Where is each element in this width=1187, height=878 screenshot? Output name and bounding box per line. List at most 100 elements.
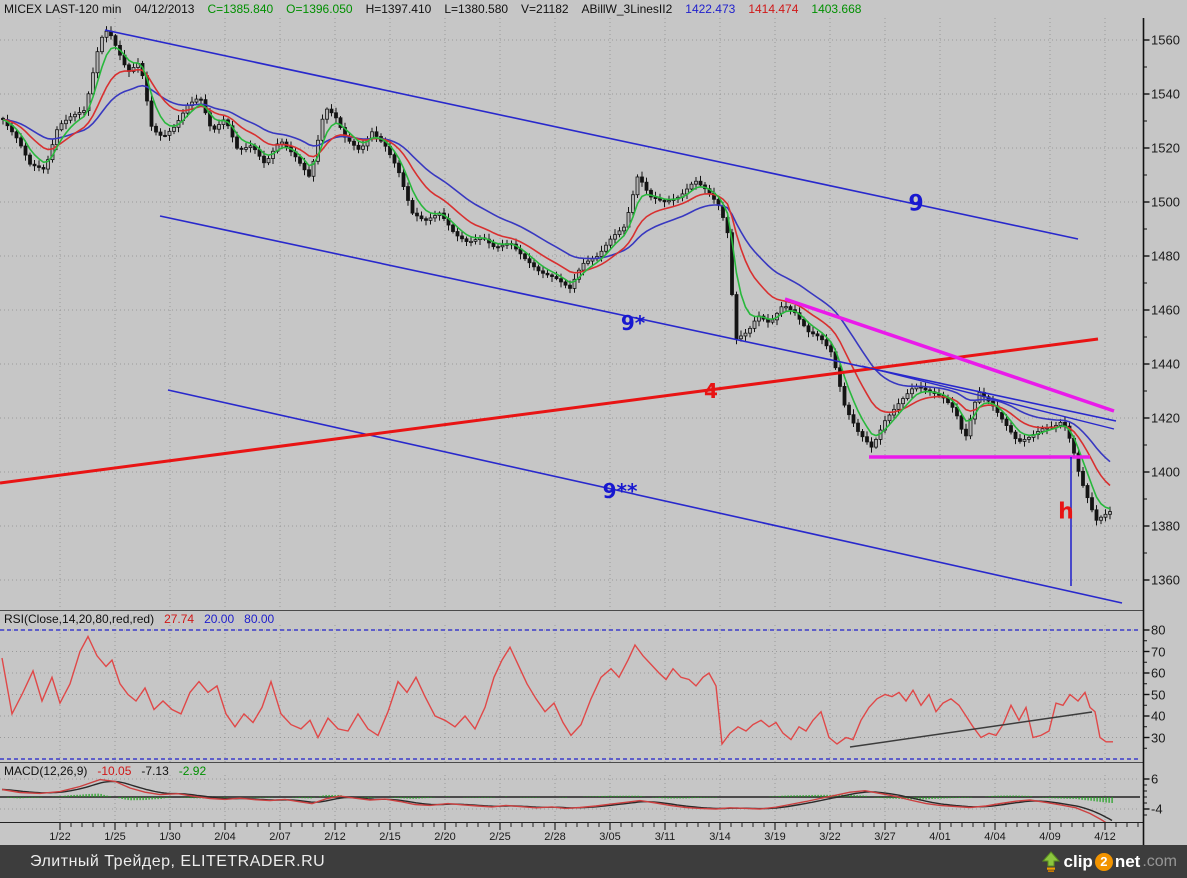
logo-badge-2: 2: [1094, 852, 1113, 871]
rsi-line: [1, 634, 1113, 746]
axis-tick-label: 1360: [1151, 572, 1180, 588]
date-label: 4/12: [1094, 831, 1116, 843]
channel-line-9-star: [159, 215, 1117, 422]
date-label: 1/25: [104, 831, 126, 843]
rsi-pane[interactable]: [0, 625, 1140, 762]
axis-tick-label: 80: [1151, 622, 1166, 638]
axis-tick-label: 6: [1151, 771, 1159, 787]
clip2net-logo[interactable]: clip 2 net .com: [1040, 845, 1177, 878]
axis-tick-label: 1460: [1151, 302, 1180, 318]
date-label: 4/04: [984, 831, 1006, 843]
axis-tick-label: 1520: [1151, 140, 1180, 156]
axis-tick-label: 1440: [1151, 356, 1180, 372]
time-axis-ticks: [59, 823, 1139, 830]
price-chart-pane[interactable]: [0, 18, 1140, 610]
logo-text-clip: clip: [1063, 851, 1093, 871]
rsi-header-segment: RSI(Close,14,20,80,red,red): [4, 611, 155, 626]
axis-tick-label: 1500: [1151, 194, 1180, 210]
axis-tick-label: 40: [1151, 708, 1166, 724]
axis-tick-label: 1540: [1151, 86, 1180, 102]
axis-tick-label: 30: [1151, 730, 1166, 745]
date-label: 2/25: [489, 831, 511, 843]
date-label: 2/07: [269, 831, 291, 843]
macd-header-segment: -2.92: [178, 763, 207, 778]
axis-tick-label: 1380: [1151, 518, 1180, 534]
date-label: 2/04: [214, 831, 236, 843]
header-segment: H=1397.410: [365, 2, 432, 16]
ma-fast-green: [2, 46, 1111, 510]
axis-tick-label: -4: [1151, 801, 1163, 817]
axis-tick-label: 1420: [1151, 410, 1180, 426]
header-segment: C=1385.840: [207, 2, 274, 16]
annotation-h: h: [1058, 499, 1074, 525]
date-label: 2/12: [324, 831, 346, 843]
green-arrow-icon: [1041, 850, 1060, 872]
rsi-header: RSI(Close,14,20,80,red,red) 27.74 20.00 80.…: [0, 611, 1144, 626]
header-segment: L=1380.580: [444, 2, 509, 16]
axis-tick-label: 1480: [1151, 248, 1180, 264]
pane-separator: [0, 610, 1144, 611]
macd-header-segment: -7.13: [141, 763, 169, 778]
header-segment: 1414.474: [748, 2, 799, 16]
macd-header: MACD(12,26,9) -10.05 -7.13 -2.92: [0, 763, 1144, 778]
grid-layer: [0, 18, 1140, 610]
axis-tick-label: 60: [1151, 665, 1166, 681]
rsi-grid: [0, 625, 1140, 762]
header-segment: O=1396.050: [286, 2, 353, 16]
footer-caption: Элитный Трейдер, ELITETRADER.RU: [30, 852, 326, 870]
axis-tick-label: 1400: [1151, 464, 1180, 480]
date-label: 3/05: [599, 831, 621, 843]
annotation-9star: 9*: [620, 311, 646, 335]
macd-grid: [0, 775, 1140, 822]
header-segment: 04/12/2013: [134, 2, 195, 16]
date-label: 1/30: [159, 831, 181, 843]
axis-tick-label: 1560: [1151, 32, 1180, 48]
date-label: 4/09: [1039, 831, 1061, 843]
axis-tick-label: 50: [1151, 687, 1166, 702]
annotation-9: 9: [908, 191, 924, 217]
chart-header: MICEX LAST-120 min 04/12/2013 C=1385.840 O=…: [0, 0, 1144, 18]
annotation-9starstar: 9**: [602, 479, 638, 503]
channel-line-9: [104, 29, 1079, 240]
date-label: 4/01: [929, 831, 951, 843]
date-label: 3/19: [764, 831, 786, 843]
logo-text-com: .com: [1142, 852, 1177, 870]
date-label: 3/11: [654, 831, 676, 843]
macd-pane[interactable]: [0, 775, 1140, 822]
footer-bar: Элитный Трейдер, ELITETRADER.RU clip 2 n…: [0, 845, 1187, 878]
logo-text-net: net: [1114, 851, 1141, 871]
date-label: 2/15: [379, 831, 401, 843]
date-label: 2/20: [434, 831, 456, 843]
macd-signal-line: [1, 780, 1113, 822]
blue-minor-trendline: [861, 365, 1115, 430]
header-segment: ABillW_3LinesII2: [581, 2, 673, 16]
header-segment: 1403.668: [811, 2, 862, 16]
header-segment: V=21182: [521, 2, 569, 16]
time-axis: 1/22 1/25 1/30 2/04 2/07 2/12 2/15 2/20 2/25 2/28…: [0, 822, 1144, 846]
macd-histogram: [7, 793, 1113, 804]
ma-slow-blue: [2, 84, 1111, 463]
macd-line: [1, 778, 1107, 822]
price-axis-line: [1142, 18, 1150, 845]
pane-separator: [0, 762, 1144, 763]
date-label: 2/28: [544, 831, 566, 843]
macd-header-segment: -10.05: [97, 763, 132, 778]
red-trendline-4: [0, 337, 1099, 485]
ma-medium-red: [2, 68, 1111, 487]
rsi-header-segment: 80.00: [244, 611, 275, 626]
rsi-header-segment: 20.00: [204, 611, 235, 626]
rsi-header-segment: 27.74: [164, 611, 195, 626]
channel-line-9-dbl-star: [167, 389, 1123, 604]
price-axis: 1560 1540 1520 1500 1480 1460 1440 1420 1400 1380…: [1140, 18, 1187, 845]
annotation-4: 4: [704, 379, 718, 403]
date-label: 3/14: [709, 831, 731, 843]
date-label: 3/22: [819, 831, 841, 843]
date-label: 1/22: [49, 831, 71, 843]
header-segment: 1422.473: [685, 2, 736, 16]
macd-header-segment: MACD(12,26,9): [4, 763, 88, 778]
header-segment: MICEX LAST-120 min: [4, 2, 122, 16]
magenta-resistance: [784, 297, 1115, 413]
axis-tick-label: 70: [1151, 644, 1166, 659]
date-label: 3/27: [874, 831, 896, 843]
